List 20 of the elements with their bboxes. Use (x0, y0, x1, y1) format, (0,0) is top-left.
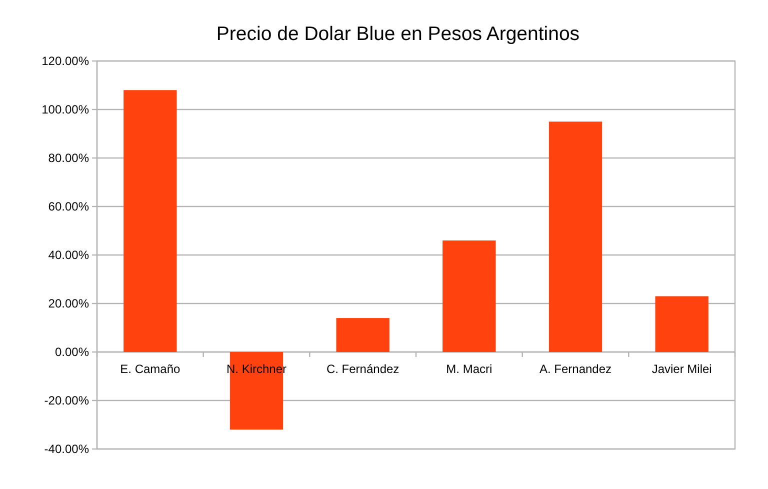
bar (124, 90, 177, 352)
y-tick-label: 120.00% (42, 54, 90, 68)
y-tick-label: 80.00% (48, 151, 90, 166)
x-tick-label: C. Fernández (326, 362, 400, 376)
y-tick-label: 60.00% (48, 200, 90, 214)
y-tick-label: 100.00% (42, 102, 90, 117)
x-tick-label: A. Fernandez (539, 362, 612, 376)
x-tick-label: M. Macri (446, 362, 492, 376)
y-tick-label: -40.00% (44, 442, 90, 456)
bar (548, 122, 602, 352)
x-tick-label: E. Camaño (120, 362, 181, 376)
y-tick-label: 20.00% (48, 296, 90, 311)
bar (655, 296, 708, 352)
chart-title: Precio de Dolar Blue en Pesos Argentinos (216, 23, 580, 45)
y-tick-label: 0.00% (54, 345, 90, 360)
y-tick-label: 40.00% (48, 248, 90, 262)
bar (336, 318, 390, 352)
bar (442, 240, 496, 352)
y-tick-label: -20.00% (44, 394, 90, 408)
x-tick-label: Javier Milei (652, 362, 712, 376)
